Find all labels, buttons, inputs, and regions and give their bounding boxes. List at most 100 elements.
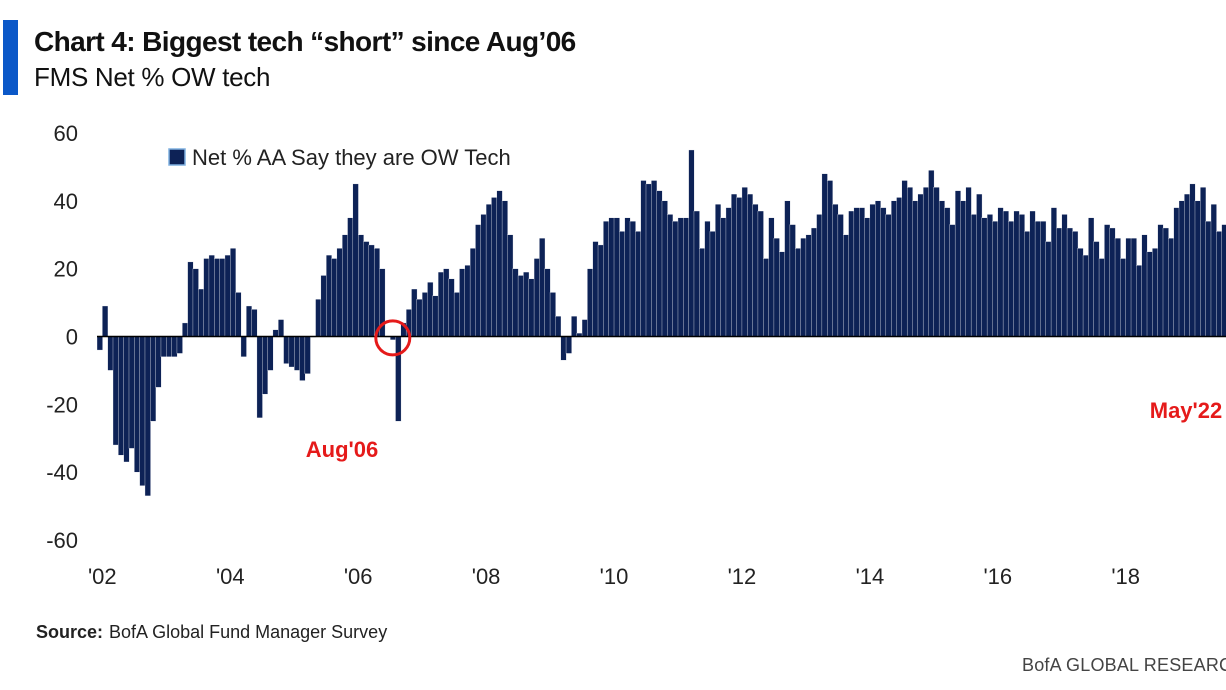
bar <box>928 170 935 337</box>
bar <box>992 221 999 337</box>
bar <box>160 336 167 358</box>
bar <box>885 214 892 337</box>
bar <box>1146 251 1153 337</box>
bar <box>922 187 929 337</box>
x-tick-label: '12 <box>728 564 757 589</box>
bar <box>1120 258 1127 337</box>
bar <box>1050 207 1057 337</box>
y-tick-label: -40 <box>46 460 78 485</box>
bar <box>1141 234 1148 337</box>
bar <box>427 282 434 337</box>
brand-footer: BofA GLOBAL RESEARCH <box>1022 655 1226 675</box>
bar <box>421 292 428 337</box>
bar <box>144 336 151 497</box>
bar <box>491 197 498 337</box>
bar <box>139 336 146 486</box>
y-tick-label: -20 <box>46 392 78 417</box>
bar <box>624 217 631 337</box>
bar <box>208 254 215 337</box>
bar <box>1013 210 1020 337</box>
bar <box>1221 224 1226 337</box>
bar <box>443 268 450 337</box>
bar <box>326 254 332 337</box>
bar <box>469 248 476 337</box>
bar <box>1130 237 1137 337</box>
bar <box>539 237 546 337</box>
bar <box>272 329 279 337</box>
bar <box>1216 231 1223 337</box>
bar <box>832 204 839 337</box>
bar <box>1034 221 1041 337</box>
bar <box>411 288 418 337</box>
bar <box>352 183 359 337</box>
bar <box>752 204 759 337</box>
bar <box>763 258 770 337</box>
x-tick-label: '10 <box>600 564 629 589</box>
bar <box>267 336 274 371</box>
bar <box>1093 241 1100 337</box>
bar <box>741 187 748 337</box>
bar <box>155 336 162 388</box>
chart-subtitle: FMS Net % OW tech <box>34 62 271 92</box>
bar <box>1029 210 1036 337</box>
bar <box>299 336 306 381</box>
legend-label: Net % AA Say they are OW Tech <box>192 145 511 170</box>
legend-swatch <box>168 148 186 166</box>
bar <box>661 200 668 337</box>
bar <box>986 214 993 337</box>
bar <box>96 336 103 351</box>
bar <box>720 217 727 337</box>
bar <box>315 299 322 337</box>
bar <box>240 336 247 358</box>
x-tick-label: '14 <box>856 564 885 589</box>
bar <box>789 224 796 337</box>
bar <box>1088 217 1095 337</box>
bar <box>1136 265 1143 337</box>
bar <box>278 319 285 337</box>
bar <box>1104 224 1111 337</box>
bar <box>896 197 903 337</box>
bar <box>107 336 114 371</box>
bar <box>235 292 242 337</box>
bar <box>288 336 295 368</box>
bar <box>134 336 141 473</box>
bar <box>608 217 615 337</box>
bar <box>890 200 897 337</box>
bar <box>251 309 258 337</box>
bar <box>1210 204 1217 337</box>
bar <box>336 248 343 337</box>
bar <box>805 234 812 337</box>
bar <box>1109 227 1116 337</box>
bar <box>875 200 881 337</box>
bar <box>821 173 828 337</box>
bar <box>970 214 977 337</box>
bar <box>725 207 732 337</box>
bar <box>880 207 887 337</box>
bar <box>464 265 471 337</box>
bar <box>1024 231 1031 337</box>
annotation-label: May'22 <box>1150 398 1223 423</box>
bar <box>224 254 231 337</box>
bar <box>571 315 578 337</box>
bar <box>198 288 205 337</box>
bar <box>603 221 610 337</box>
bar <box>528 278 535 337</box>
bar <box>262 336 269 395</box>
bar <box>304 336 311 374</box>
bar <box>1125 237 1132 337</box>
bar <box>432 295 439 337</box>
bar <box>373 248 380 337</box>
bar <box>944 207 951 337</box>
bar <box>960 200 967 337</box>
chart-title: Chart 4: Biggest tech “short” since Aug’… <box>34 26 576 57</box>
bar <box>933 187 940 337</box>
bar <box>869 204 876 337</box>
y-tick-label: 20 <box>54 257 78 282</box>
x-tick-label: '04 <box>216 564 245 589</box>
bar <box>1077 248 1084 337</box>
bar <box>560 336 567 361</box>
bar <box>848 210 855 337</box>
bar <box>1098 258 1105 337</box>
bar <box>549 292 556 337</box>
bar <box>512 268 519 337</box>
